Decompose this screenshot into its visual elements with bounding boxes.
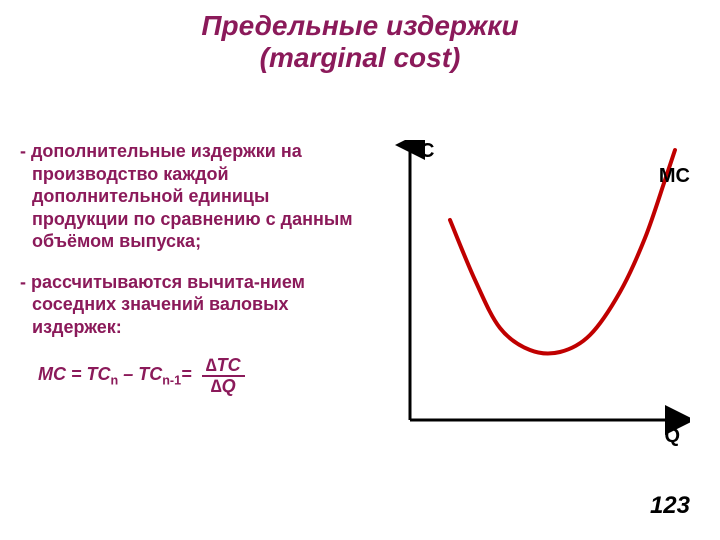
formula-lhs-txt: MC = TC <box>38 364 111 384</box>
text-content: - дополнительные издержки на производств… <box>20 140 360 396</box>
fraction-denominator: ∆Q <box>207 377 240 396</box>
mc-chart: C Q MC <box>380 140 690 440</box>
fraction-numerator: ∆TC <box>202 356 245 377</box>
formula-eq: = <box>181 364 192 384</box>
title-block: Предельные издержки (marginal cost) <box>0 0 720 74</box>
x-axis-label: Q <box>664 425 680 448</box>
mc-curve <box>450 150 675 354</box>
slide: Предельные издержки (marginal cost) - до… <box>0 0 720 540</box>
title-line-1: Предельные издержки <box>0 10 720 42</box>
formula-fraction: ∆TC ∆Q <box>202 356 245 396</box>
formula-mid: – TC <box>118 364 162 384</box>
formula-sub-n1: n-1 <box>162 374 181 388</box>
formula: MC = TCn – TCn-1= ∆TC ∆Q <box>20 356 360 396</box>
calculation-paragraph: - рассчитываются вычита-нием соседних зн… <box>20 271 360 339</box>
definition-paragraph: - дополнительные издержки на производств… <box>20 140 360 253</box>
title-line-2: (marginal cost) <box>0 42 720 74</box>
chart-svg <box>380 140 690 440</box>
y-axis-label: C <box>420 140 434 163</box>
page-number: 123 <box>650 492 690 520</box>
mc-curve-label: MC <box>659 165 690 188</box>
formula-lhs: MC = TCn – TCn-1= <box>38 364 192 388</box>
